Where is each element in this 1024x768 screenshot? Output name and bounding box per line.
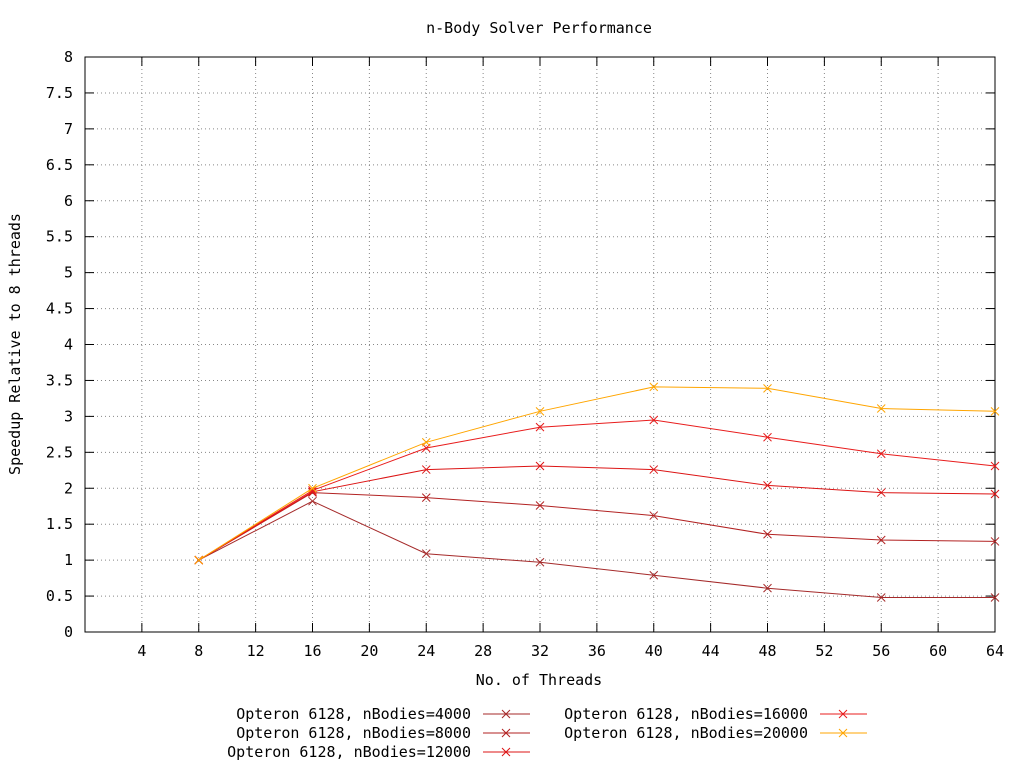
axis-ticks: 00.511.522.533.544.555.566.577.584 8 12 16 2… bbox=[46, 48, 1004, 660]
y-tick-label: 3 bbox=[64, 407, 73, 425]
y-tick-label: 4.5 bbox=[46, 300, 73, 318]
x-tick-label: 32 bbox=[531, 642, 549, 660]
data-point bbox=[421, 493, 431, 502]
data-point bbox=[876, 449, 886, 459]
data-point bbox=[535, 501, 545, 510]
legend-item: Opteron 6128, nBodies=12000 bbox=[227, 743, 530, 761]
y-tick-label: 5 bbox=[64, 264, 73, 282]
data-point bbox=[990, 406, 1000, 416]
data-point bbox=[990, 489, 1000, 499]
y-axis-label: Speedup Relative to 8 threads bbox=[6, 213, 24, 475]
series-line bbox=[198, 500, 995, 598]
x-tick-label: 56 bbox=[872, 642, 890, 660]
y-tick-label: 8 bbox=[64, 48, 73, 66]
x-tick-label: 52 bbox=[815, 642, 833, 660]
y-tick-label: 7.5 bbox=[46, 84, 73, 102]
series-line bbox=[198, 492, 996, 561]
series-line bbox=[198, 465, 996, 561]
legend-item: Opteron 6128, nBodies=4000 bbox=[236, 705, 530, 723]
data-point bbox=[421, 437, 431, 447]
data-point bbox=[763, 529, 772, 539]
x-tick-label: 44 bbox=[702, 642, 720, 660]
data-point bbox=[649, 511, 659, 520]
x-tick-label: 28 bbox=[474, 642, 492, 660]
data-point bbox=[194, 555, 204, 565]
data-point bbox=[421, 549, 431, 559]
y-tick-label: 1 bbox=[64, 551, 73, 569]
legend-label: Opteron 6128, nBodies=4000 bbox=[236, 705, 471, 723]
x-tick-label: 48 bbox=[758, 642, 776, 660]
series-layer bbox=[194, 382, 1000, 602]
y-tick-label: 4 bbox=[64, 336, 73, 354]
legend-item: Opteron 6128, nBodies=16000 bbox=[564, 705, 867, 723]
data-point bbox=[649, 415, 659, 425]
data-point bbox=[990, 461, 1000, 471]
data-point bbox=[990, 537, 1000, 546]
data-point bbox=[649, 465, 659, 474]
y-tick-label: 1.5 bbox=[46, 515, 73, 533]
legend-label: Opteron 6128, nBodies=20000 bbox=[564, 724, 808, 742]
x-tick-label: 4 bbox=[137, 642, 146, 660]
x-tick-label: 40 bbox=[645, 642, 663, 660]
data-point bbox=[763, 583, 772, 593]
x-tick-label: 64 bbox=[986, 642, 1004, 660]
series-line bbox=[198, 419, 996, 561]
data-point bbox=[876, 593, 886, 602]
y-tick-label: 5.5 bbox=[46, 228, 73, 246]
data-point bbox=[535, 406, 545, 416]
data-point bbox=[876, 535, 886, 545]
data-point bbox=[763, 481, 772, 490]
data-point bbox=[535, 422, 545, 432]
x-tick-label: 24 bbox=[417, 642, 435, 660]
x-tick-label: 36 bbox=[588, 642, 606, 660]
data-point bbox=[763, 383, 772, 393]
legend-marker bbox=[838, 709, 848, 719]
legend-marker bbox=[838, 728, 848, 738]
y-tick-label: 7 bbox=[64, 120, 73, 138]
legend-marker bbox=[501, 728, 511, 738]
x-axis-label: No. of Threads bbox=[476, 671, 602, 689]
x-tick-label: 8 bbox=[194, 642, 203, 660]
y-tick-label: 3.5 bbox=[46, 371, 73, 389]
y-tick-label: 2 bbox=[64, 479, 73, 497]
y-tick-label: 6 bbox=[64, 192, 73, 210]
y-tick-label: 2.5 bbox=[46, 443, 73, 461]
legend-label: Opteron 6128, nBodies=12000 bbox=[227, 743, 471, 761]
y-tick-label: 0.5 bbox=[46, 587, 73, 605]
data-point bbox=[876, 488, 886, 497]
x-tick-label: 16 bbox=[303, 642, 321, 660]
data-point bbox=[763, 432, 772, 442]
y-tick-label: 6.5 bbox=[46, 156, 73, 174]
data-point bbox=[649, 382, 659, 392]
data-point bbox=[308, 483, 317, 493]
legend-label: Opteron 6128, nBodies=8000 bbox=[236, 724, 471, 742]
series-line bbox=[198, 386, 996, 561]
data-point bbox=[308, 496, 317, 506]
series-2 bbox=[194, 488, 1000, 565]
data-point bbox=[876, 404, 886, 413]
data-point bbox=[990, 593, 1000, 602]
legend-marker bbox=[501, 709, 511, 719]
legend-label: Opteron 6128, nBodies=16000 bbox=[564, 705, 808, 723]
x-tick-label: 60 bbox=[929, 642, 947, 660]
legend-marker bbox=[501, 747, 511, 757]
legend-item: Opteron 6128, nBodies=8000 bbox=[236, 724, 530, 742]
data-point bbox=[421, 465, 431, 474]
x-tick-label: 20 bbox=[360, 642, 378, 660]
legend-item: Opteron 6128, nBodies=20000 bbox=[564, 724, 867, 742]
data-point bbox=[535, 461, 545, 471]
y-tick-label: 0 bbox=[64, 623, 73, 641]
chart-title: n-Body Solver Performance bbox=[426, 19, 652, 37]
x-tick-label: 12 bbox=[247, 642, 265, 660]
data-point bbox=[649, 570, 659, 580]
data-point bbox=[535, 557, 545, 567]
series-5 bbox=[194, 382, 1000, 565]
